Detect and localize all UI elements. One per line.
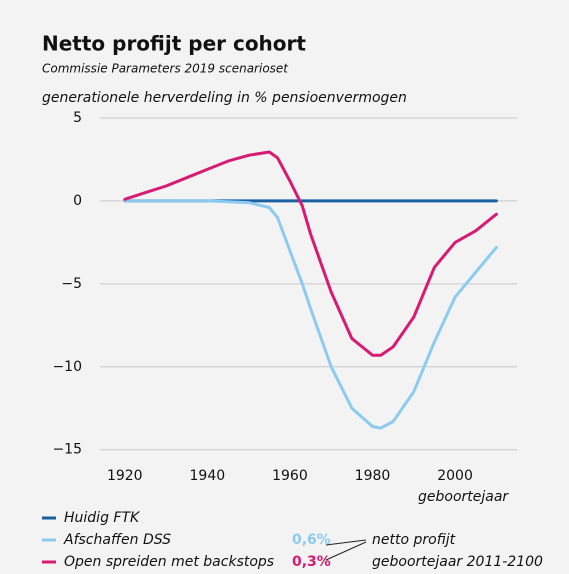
x-tick-label: 1940 [190,468,226,484]
y-tick-label: 0 [73,193,82,209]
chart-subtitle: Commissie Parameters 2019 scenarioset [42,62,289,76]
y-tick-label: −15 [52,442,82,458]
series-line [123,150,498,357]
note: netto profijt [372,532,456,548]
connector [325,541,367,561]
y-axis-label: generationele herverdeling in % pensioen… [42,90,407,106]
connector [325,539,367,546]
legend-label: Afschaffen DSS [63,532,171,548]
x-tick-label: 1960 [272,468,308,484]
legend-label: Huidig FTK [64,510,141,526]
y-tick-label: −5 [61,276,82,292]
chart-title: Netto profijt per cohort [42,32,306,56]
series-line [123,199,498,430]
x-tick-label: 1920 [107,468,143,484]
y-tick-label: −10 [52,359,82,375]
x-axis-label: geboortejaar [418,489,509,505]
x-tick-label: 2000 [437,468,473,484]
x-tick-label: 1980 [355,468,391,484]
net-profit-label: 0,6% [292,532,331,548]
legend-label: Open spreiden met backstops [64,554,274,570]
net-profit-label: 0,3% [292,554,331,570]
note: geboortejaar 2011-2100 [372,554,543,570]
y-tick-label: 5 [73,110,82,126]
